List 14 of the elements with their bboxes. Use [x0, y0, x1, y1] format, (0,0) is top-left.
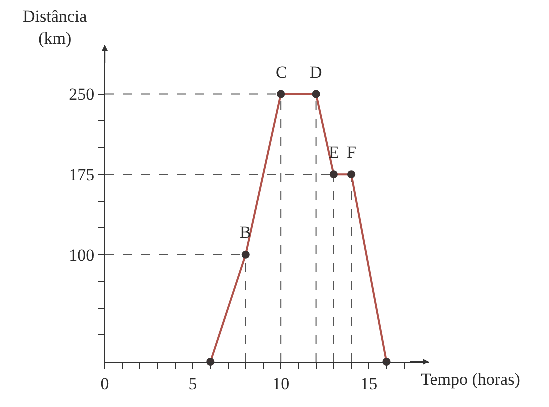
annotation: B: [240, 223, 252, 242]
y-tick-label: 175: [69, 166, 95, 185]
x-tick-label: 0: [100, 374, 110, 394]
x-axis-title: Tempo (horas): [421, 370, 520, 389]
annotation: C: [276, 63, 288, 82]
x-tick-label: 15: [360, 374, 378, 394]
x-tick-label: 5: [188, 374, 198, 394]
annotation: F: [347, 143, 356, 162]
y-tick-label: 100: [69, 246, 95, 265]
annotation: D: [310, 63, 322, 82]
x-tick-label: 10: [272, 374, 290, 394]
y-axis-title: Distância (km): [23, 7, 88, 48]
annotation: E: [329, 143, 340, 162]
y-tick-label: 250: [69, 85, 95, 104]
